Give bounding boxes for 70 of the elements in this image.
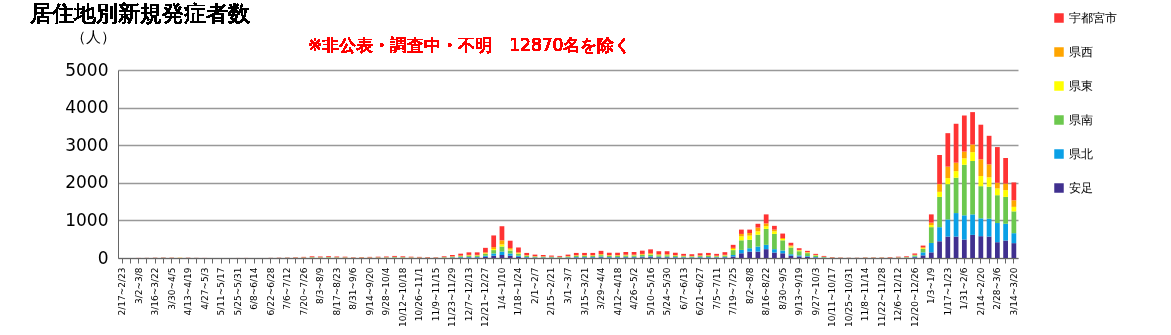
x-tick-label: 11/23~11/29 — [447, 267, 458, 327]
x-tick-label: 3/14~3/20 — [1008, 267, 1019, 316]
x-tick-label: 8/30~9/5 — [777, 267, 788, 310]
x-tick-label: 7/19~7/25 — [728, 267, 739, 316]
x-tick-label: 7/6~7/12 — [282, 267, 293, 310]
y-tick-label: 1000 — [65, 209, 109, 230]
x-tick-label: 2/28~3/6 — [992, 267, 1003, 310]
x-tick-label: 3/16~3/22 — [150, 267, 161, 316]
x-tick-label: 6/22~6/28 — [265, 267, 276, 316]
x-tick-label: 2/17~2/23 — [117, 267, 128, 316]
y-axis-title: （人） — [70, 27, 116, 46]
y-tick-label: 2000 — [65, 172, 109, 193]
x-tick-label: 4/13~4/19 — [183, 267, 194, 316]
y-tick-label: 0 — [97, 247, 109, 268]
x-tick-label: 6/21~6/27 — [695, 267, 706, 316]
chart-title: 居住地別新規発症者数 — [30, 1, 250, 26]
x-tick-label: 5/10~5/16 — [645, 267, 656, 316]
x-tick-label: 4/27~5/3 — [199, 267, 210, 310]
x-tick-label: 2/15~2/21 — [546, 267, 557, 316]
x-tick-label: 9/28~10/4 — [381, 267, 392, 316]
x-tick-label: 8/17~8/23 — [331, 267, 342, 316]
y-tick-label: 5000 — [65, 59, 109, 80]
x-tick-label: 5/25~5/31 — [232, 267, 243, 316]
legend-label: 安足 — [1069, 181, 1093, 195]
x-tick-label: 3/30~4/5 — [166, 267, 177, 310]
x-tick-label: 3/15~3/21 — [579, 267, 590, 316]
legend-label: 県北 — [1069, 147, 1093, 161]
x-tick-label: 5/11~5/17 — [216, 267, 227, 316]
x-tick-label: 8/3~8/9 — [315, 267, 326, 305]
legend-label: 県南 — [1069, 113, 1093, 127]
x-tick-label: 12/6~12/12 — [893, 267, 904, 322]
legend-label: 県西 — [1069, 45, 1093, 59]
x-tick-label: 9/14~9/20 — [364, 267, 375, 316]
x-tick-label: 2/1~2/7 — [529, 267, 540, 305]
x-tick-label: 8/2~8/8 — [744, 267, 755, 305]
x-tick-label: 3/2~3/8 — [133, 267, 144, 305]
legend-label: 宇都宮市 — [1069, 11, 1117, 25]
x-tick-label: 9/27~10/3 — [810, 267, 821, 316]
x-tick-label: 3/1~3/7 — [563, 267, 573, 305]
legend-label: 県東 — [1069, 79, 1093, 93]
x-tick-label: 9/13~9/19 — [794, 267, 805, 316]
x-tick-label: 3/29~4/4 — [596, 267, 607, 310]
x-tick-label: 8/16~8/22 — [761, 267, 772, 316]
y-tick-label: 4000 — [65, 97, 109, 118]
x-tick-label: 10/26~11/1 — [414, 267, 425, 322]
x-tick-label: 8/31~9/6 — [348, 267, 359, 310]
x-tick-label: 11/9~11/15 — [430, 267, 441, 322]
x-tick-label: 4/12~4/18 — [612, 267, 623, 316]
x-tick-label: 6/8~6/14 — [249, 267, 260, 310]
x-tick-label: 7/5~7/11 — [711, 267, 722, 310]
x-tick-label: 10/11~10/17 — [827, 267, 838, 327]
x-tick-label: 11/8~11/14 — [860, 267, 871, 322]
x-tick-label: 12/21~12/27 — [480, 267, 491, 327]
x-tick-label: 10/12~10/18 — [397, 267, 408, 327]
x-tick-label: 10/25~10/31 — [843, 267, 854, 327]
x-tick-label: 1/17~1/23 — [942, 267, 953, 316]
y-tick-label: 3000 — [65, 134, 109, 155]
x-tick-label: 1/31~2/6 — [959, 267, 970, 310]
x-tick-label: 12/7~12/13 — [463, 267, 474, 322]
x-tick-label: 7/20~7/26 — [298, 267, 309, 316]
x-tick-label: 5/24~5/30 — [662, 267, 673, 316]
text: ※非公表・調査中・不明 12870名を除く — [308, 35, 632, 55]
x-tick-label: 11/22~11/28 — [876, 267, 887, 327]
x-tick-label: 1/4~1/10 — [496, 267, 507, 310]
x-tick-label: 4/26~5/2 — [629, 267, 640, 310]
x-tick-label: 2/14~2/20 — [975, 267, 986, 316]
x-tick-label: 1/18~1/24 — [513, 267, 524, 316]
x-tick-label: 6/7~6/13 — [678, 267, 689, 310]
x-tick-label: 1/3~1/9 — [926, 267, 937, 305]
x-tick-label: 12/20~12/26 — [909, 267, 920, 327]
